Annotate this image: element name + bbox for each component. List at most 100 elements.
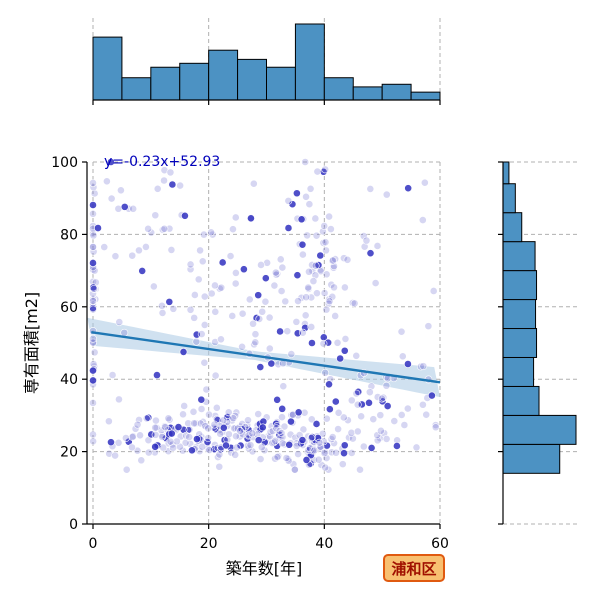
scatter-point	[214, 453, 222, 461]
scatter-point	[89, 366, 97, 375]
scatter-point	[366, 249, 375, 258]
scatter-point	[194, 275, 203, 284]
scatter-point	[89, 209, 97, 218]
x-tick-label: 0	[89, 536, 98, 552]
scatter-point	[142, 243, 150, 251]
scatter-point	[238, 309, 247, 318]
regression-layer	[91, 330, 441, 384]
scatter-point	[89, 376, 97, 385]
scatter-point	[89, 430, 97, 439]
scatter-point	[189, 407, 198, 416]
scatter-point	[205, 410, 213, 419]
scatter-point	[248, 429, 257, 438]
scatter-point	[104, 417, 113, 426]
scatter-point	[263, 258, 272, 267]
scatter-point	[260, 446, 269, 455]
scatter-point	[431, 423, 440, 432]
scatter-point	[357, 412, 366, 421]
top-hist-bar	[294, 23, 325, 101]
scatter-point	[334, 408, 343, 417]
scatter-point	[209, 423, 218, 432]
y-tick-label: 0	[69, 517, 78, 533]
scatter-point	[306, 184, 315, 193]
scatter-point	[297, 215, 306, 224]
scatter-point	[254, 436, 263, 445]
scatter-point	[264, 432, 273, 441]
scatter-point	[257, 261, 265, 269]
scatter-point	[294, 408, 303, 417]
scatter-point	[111, 451, 119, 460]
scatter-point	[340, 283, 349, 292]
scatter-point	[298, 240, 307, 249]
scatter-point	[229, 414, 238, 423]
scatter-point	[232, 443, 241, 452]
scatter-point	[330, 439, 338, 448]
scatter-point	[353, 400, 362, 409]
scatter-point	[373, 393, 382, 401]
scatter-point	[138, 267, 147, 275]
right-hist-bar	[502, 356, 535, 387]
scatter-point	[190, 291, 199, 299]
scatter-point	[276, 255, 285, 264]
scatter-point	[160, 224, 169, 233]
scatter-point	[153, 371, 161, 380]
scatter-point	[158, 309, 167, 317]
scatter-point	[153, 184, 162, 193]
scatter-point	[236, 427, 245, 435]
scatter-point	[200, 230, 208, 239]
scatter-point	[217, 283, 226, 292]
scatter-point	[321, 238, 330, 247]
scatter-point	[323, 441, 331, 450]
scatter-point	[278, 439, 287, 448]
top-hist-bar	[381, 83, 412, 101]
scatter-point	[311, 214, 320, 223]
scatter-point	[292, 442, 301, 450]
scatter-point	[89, 183, 98, 192]
scatter-point	[357, 400, 366, 409]
scatter-point	[369, 415, 378, 424]
scatter-point	[179, 410, 187, 419]
scatter-point	[340, 254, 348, 263]
scatter-point	[204, 424, 213, 433]
scatter-point	[287, 417, 295, 426]
scatter-point	[244, 441, 252, 450]
scatter-point	[362, 236, 371, 245]
scatter-point	[261, 297, 270, 306]
scatter-point	[249, 319, 257, 328]
scatter-point	[265, 313, 274, 322]
scatter-point	[200, 321, 209, 329]
scatter-point	[322, 414, 331, 423]
scatter-point	[166, 437, 175, 446]
scatter-point	[228, 312, 237, 320]
scatter-point	[419, 400, 427, 409]
scatter-point	[308, 339, 316, 347]
x-tick-label: 60	[431, 536, 449, 552]
scatter-point	[326, 225, 335, 233]
scatter-points	[89, 158, 440, 474]
scatter-point	[211, 307, 220, 316]
scatter-point	[217, 335, 225, 344]
scatter-point	[151, 423, 160, 432]
scatter-point	[330, 283, 338, 292]
scatter-point	[149, 282, 158, 291]
scatter-point	[258, 307, 267, 316]
scatter-point	[245, 295, 254, 304]
scatter-point	[90, 189, 99, 198]
scatter-point	[111, 252, 120, 261]
scatter-point	[105, 449, 114, 458]
right-hist-bar	[502, 414, 577, 445]
x-tick-label: 20	[200, 536, 218, 552]
scatter-point	[90, 348, 99, 357]
right-hist-bar	[502, 443, 561, 474]
top-hist-bar	[208, 49, 239, 101]
scatter-point	[108, 371, 117, 379]
scatter-point	[298, 328, 307, 337]
scatter-point	[404, 360, 412, 368]
scatter-point	[376, 434, 384, 443]
scatter-point	[324, 338, 333, 347]
top-hist-bar	[266, 66, 296, 101]
scatter-point	[288, 200, 297, 209]
scatter-point	[280, 422, 289, 431]
scatter-point	[215, 462, 224, 471]
scatter-point	[197, 330, 206, 338]
